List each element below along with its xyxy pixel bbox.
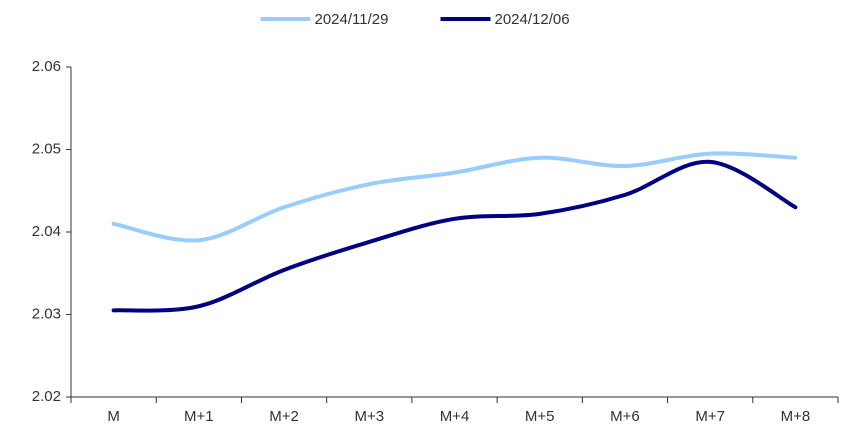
x-tick-label: M+5 <box>525 408 555 425</box>
series-line <box>111 159 798 313</box>
y-tick-label: 2.04 <box>32 223 61 240</box>
series-line <box>111 151 798 243</box>
y-tick-label: 2.02 <box>32 388 61 405</box>
y-tick-label: 2.03 <box>32 305 61 322</box>
y-tick-label: 2.06 <box>32 58 61 75</box>
x-tick-label: M+2 <box>269 408 299 425</box>
x-tick-label: M <box>107 408 120 425</box>
x-tick-label: M+6 <box>610 408 640 425</box>
x-tick-label: M+8 <box>781 408 811 425</box>
y-tick-label: 2.05 <box>32 140 61 157</box>
x-tick-label: M+1 <box>184 408 214 425</box>
legend-label: 2024/12/06 <box>495 11 570 28</box>
legend-label: 2024/11/29 <box>315 11 389 28</box>
x-tick-label: M+3 <box>354 408 384 425</box>
x-tick-label: M+4 <box>440 408 470 425</box>
x-tick-label: M+7 <box>695 408 725 425</box>
legend: 2024/11/29 2024/12/06 <box>260 11 570 28</box>
